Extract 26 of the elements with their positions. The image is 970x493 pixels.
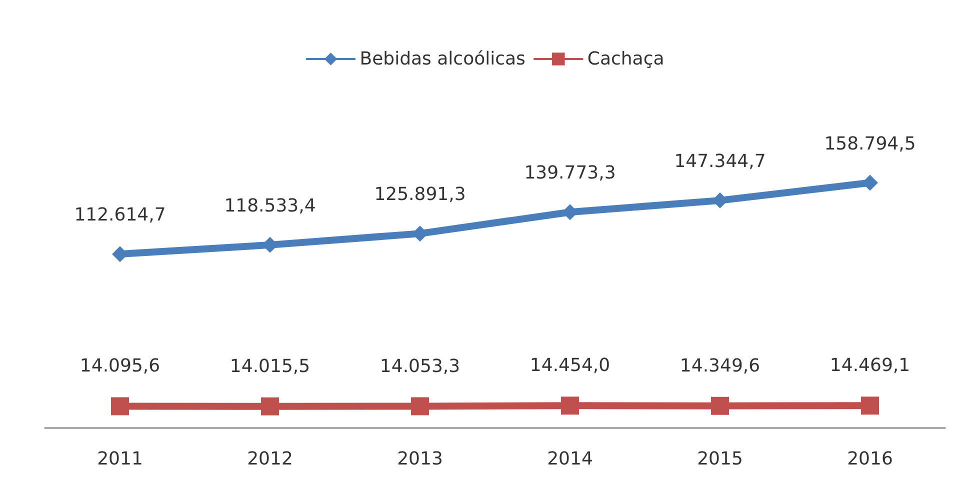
data-label: 147.344,7: [674, 150, 766, 172]
data-label: 118.533,4: [224, 195, 316, 216]
data-label: 14.095,6: [80, 356, 160, 377]
data-label: 14.469,1: [830, 355, 910, 376]
point: [561, 396, 579, 415]
data-label: 158.794,5: [824, 133, 916, 154]
x-tick-label: 2015: [697, 448, 743, 470]
data-label: 14.053,3: [380, 356, 460, 377]
data-label: 139.773,3: [524, 162, 616, 184]
point: [411, 397, 429, 416]
x-tick-label: 2014: [547, 448, 593, 470]
legend-label: Cachaça: [587, 48, 664, 70]
point: [711, 396, 729, 415]
x-tick-label: 2012: [247, 448, 293, 470]
point: [861, 396, 879, 415]
data-label: 14.015,5: [230, 356, 310, 377]
point: [111, 397, 129, 416]
data-label: 112.614,7: [74, 204, 166, 226]
point: [261, 397, 279, 416]
x-tick-label: 2011: [97, 448, 143, 470]
data-label: 14.349,6: [680, 355, 760, 376]
x-tick-label: 2016: [847, 448, 893, 470]
data-label: 14.454,0: [530, 355, 610, 376]
data-label: 125.891,3: [374, 184, 466, 206]
x-tick-label: 2013: [397, 448, 443, 470]
legend-label: Bebidas alcoólicas: [360, 48, 526, 70]
